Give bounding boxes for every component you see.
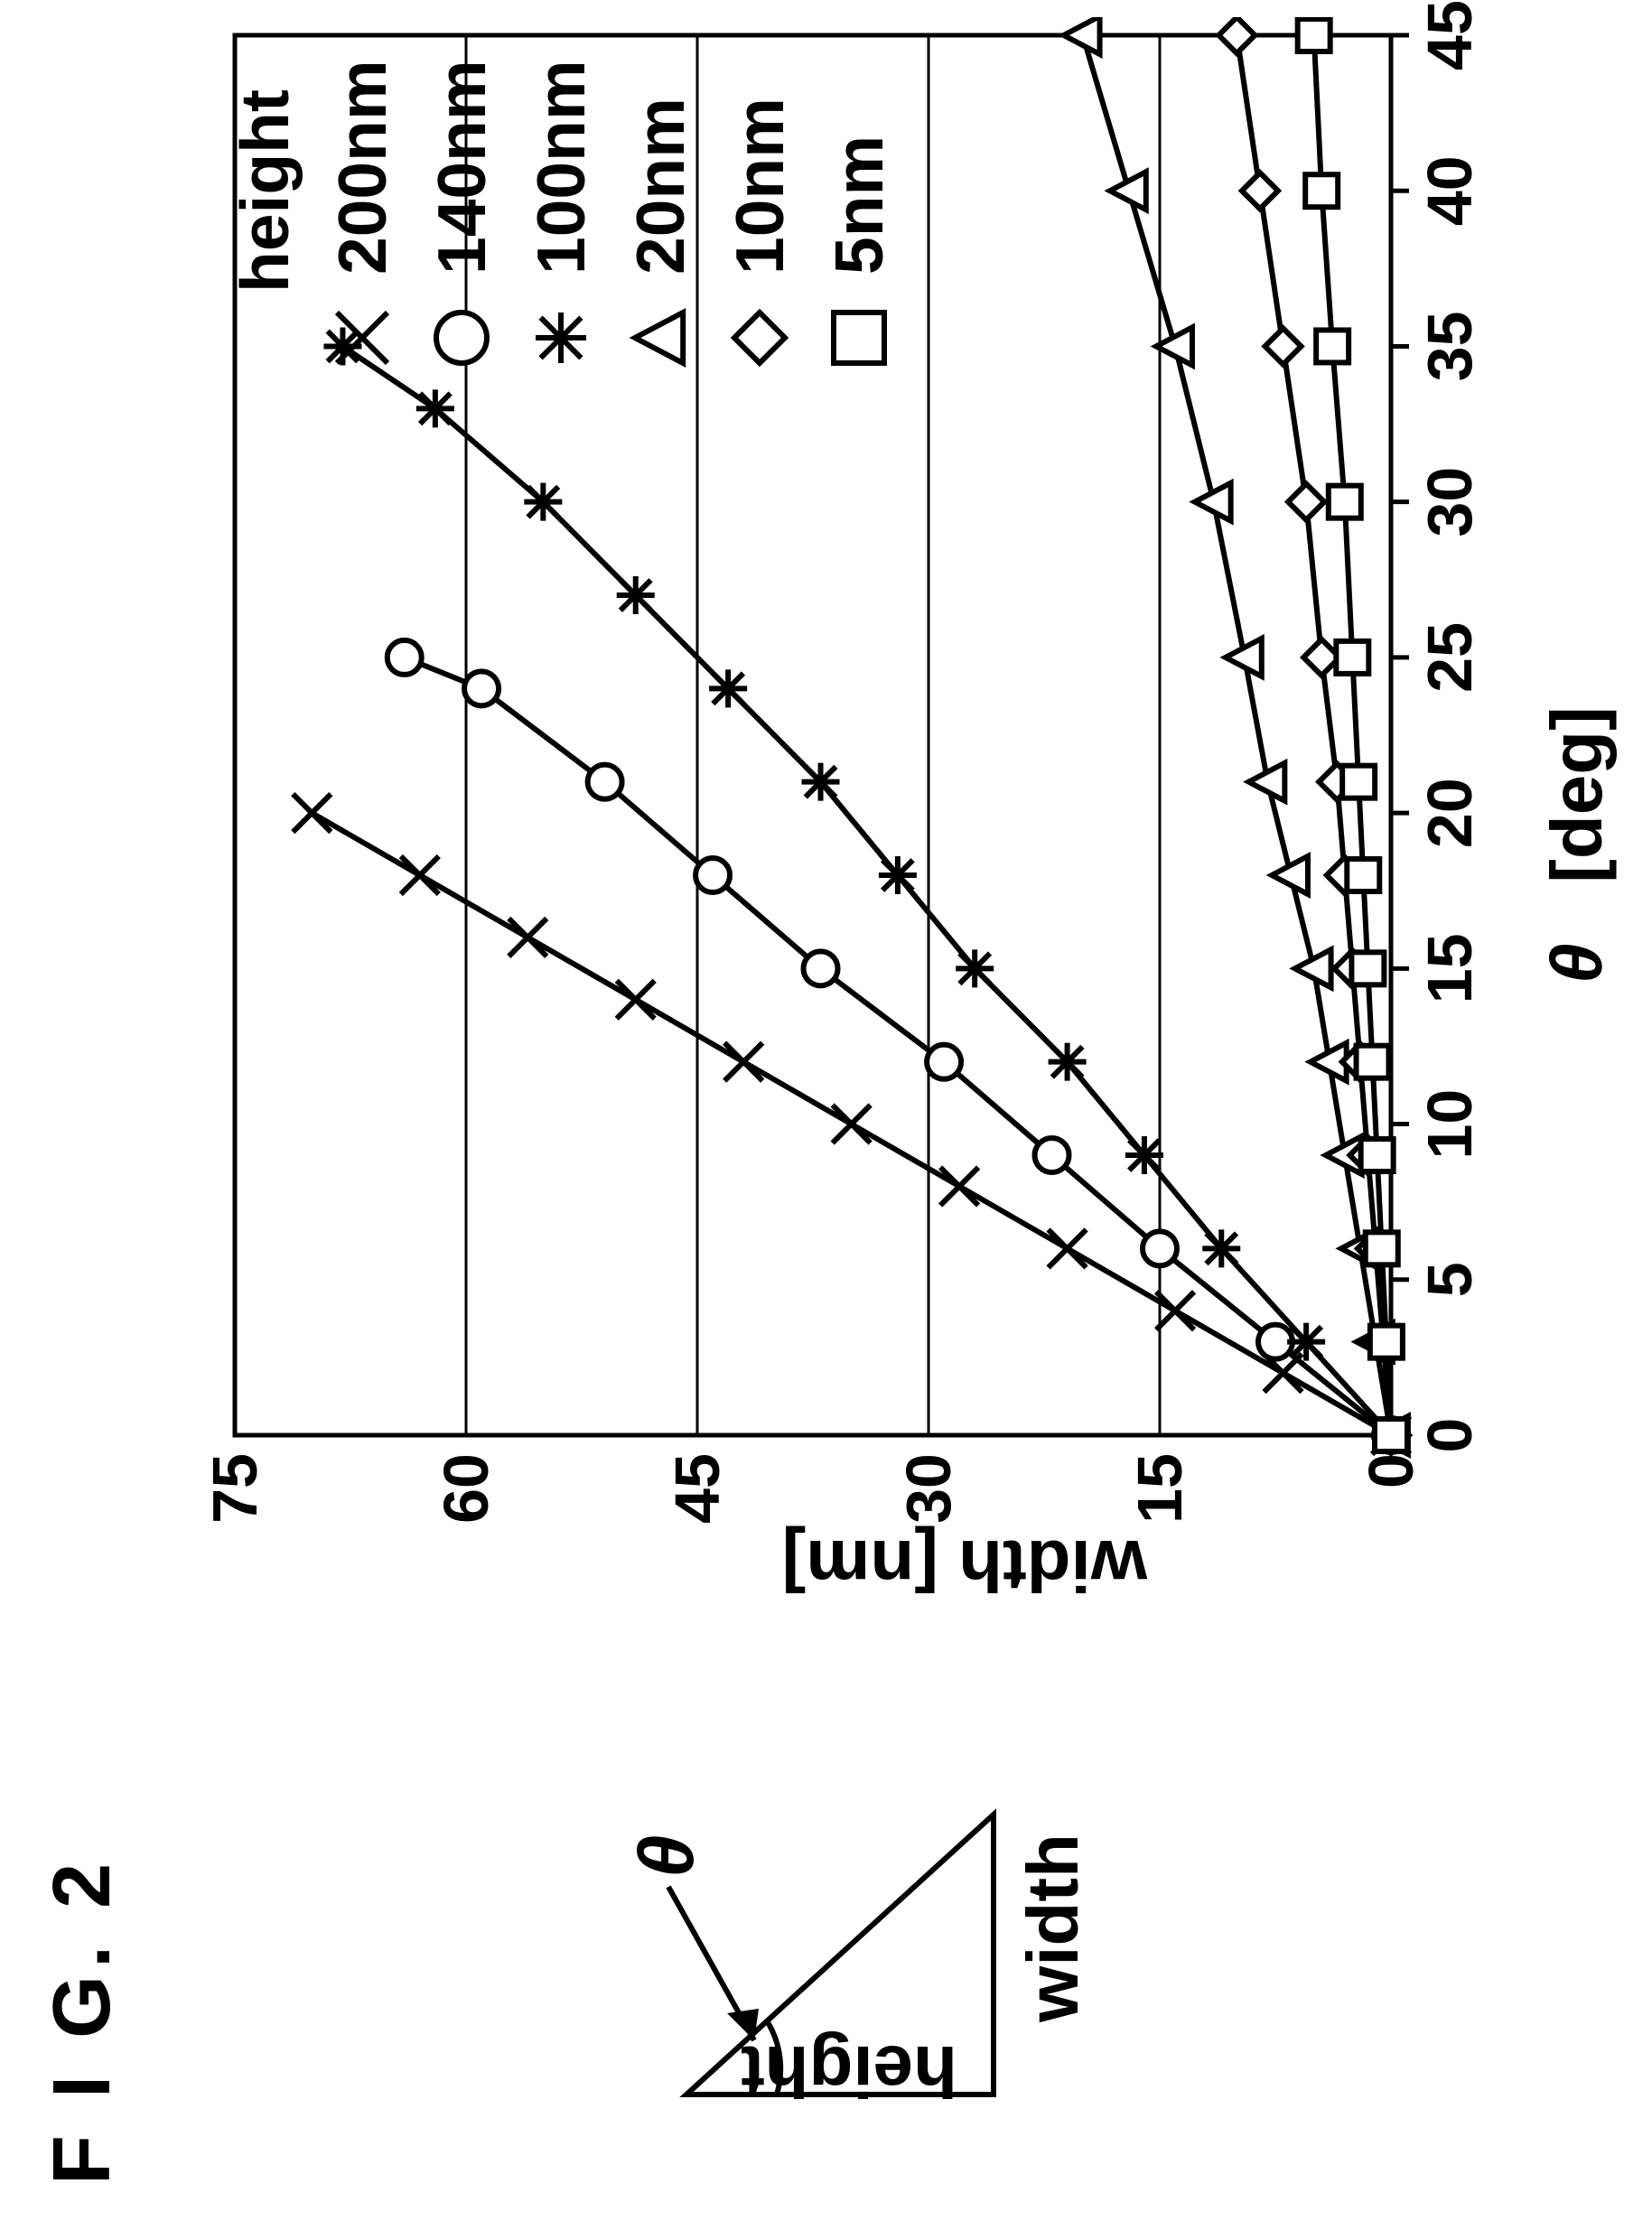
figure-title: F I G. 2 [36,1856,129,2185]
diamond-icon [719,297,800,378]
legend-header: height [226,60,303,378]
x-tick: 35 [1414,301,1486,391]
legend-item: 200nm [313,60,412,378]
x-tick: 20 [1414,768,1486,858]
x-tick: 45 [1414,0,1486,80]
y-tick: 15 [1124,1453,1196,1580]
y-tick: 75 [199,1453,271,1580]
legend-item: 5nm [809,60,909,378]
legend-label: 100nm [522,60,600,275]
legend-item: 10nm [710,60,809,378]
y-tick: 60 [430,1453,502,1580]
page: F I G. 2 θ width height width [nm] θ [0,0,1652,2230]
x-tick: 40 [1414,145,1486,236]
legend-label: 140nm [423,60,500,275]
legend-rows: 200nm 140nm 100nm 20nm 10nm 5nm [313,60,909,378]
legend-item: 20nm [611,60,710,378]
legend: height 200nm 140nm 100nm 20nm 10nm 5nm [226,60,909,378]
legend-item: 100nm [511,60,611,378]
x-tick: 25 [1414,612,1486,703]
y-tick: 30 [892,1453,965,1580]
y-tick: 0 [1355,1453,1427,1580]
theta-label: θ [623,1835,712,1878]
x-tick: 5 [1414,1235,1486,1325]
legend-label: 5nm [820,135,898,275]
x-icon [322,297,403,378]
y-tick: 45 [661,1453,733,1580]
asterisk-icon [520,297,602,378]
x-tick: 10 [1414,1079,1486,1170]
rotated-canvas: F I G. 2 θ width height width [nm] θ [0,0,1652,2230]
triangle-height-label: height [741,2029,957,2113]
x-tick: 15 [1414,923,1486,1013]
triangle-width-label: width [1012,1833,1095,2022]
triangle-icon [620,297,701,378]
legend-label: 200nm [323,60,401,275]
circle-icon [421,297,502,378]
legend-label: 10nm [721,98,798,275]
square-icon [818,297,900,378]
x-tick: 30 [1414,457,1486,547]
legend-label: 20nm [621,98,699,275]
legend-item: 140nm [412,60,511,378]
triangle-diagram: θ width height [632,1706,1138,2203]
